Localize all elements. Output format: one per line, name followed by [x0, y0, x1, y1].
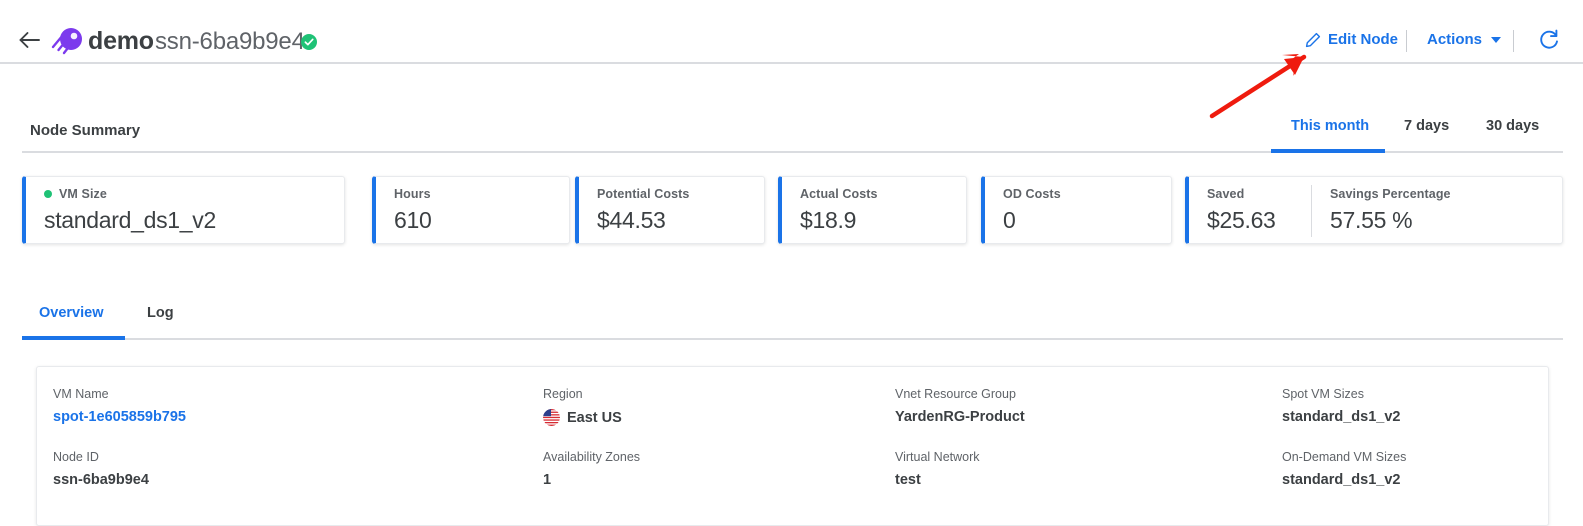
- metric-label: Potential Costs: [597, 187, 690, 201]
- edit-node-label: Edit Node: [1328, 31, 1398, 48]
- metric-block: Hours 610: [376, 177, 432, 234]
- detail-field-vm-name: VM Name spot-1e605859b795: [53, 387, 186, 425]
- page-header: demo ssn-6ba9b9e4 Edit Node Actions: [0, 0, 1583, 64]
- detail-value-vm-name-link[interactable]: spot-1e605859b795: [53, 409, 186, 425]
- actions-dropdown[interactable]: Actions: [1427, 31, 1502, 48]
- detail-label: Availability Zones: [543, 450, 641, 464]
- detail-field-virtual-network: Virtual Network test: [895, 450, 980, 488]
- overview-detail-panel: VM Name spot-1e605859b795 Region: [36, 366, 1549, 526]
- metric-label: Hours: [394, 187, 431, 201]
- detail-field-availability-zones: Availability Zones 1: [543, 450, 640, 488]
- detail-field-spot-vm-sizes: Spot VM Sizes standard_ds1_v2: [1282, 387, 1400, 425]
- status-dot-icon: [44, 190, 52, 198]
- card-inner-divider: [1311, 185, 1312, 237]
- region-label: East US: [567, 409, 622, 426]
- metric-label: Actual Costs: [800, 187, 878, 201]
- metric-value: $44.53: [597, 207, 666, 233]
- detail-field-region: Region: [543, 387, 622, 426]
- metric-block: VM Size standard_ds1_v2: [26, 177, 216, 234]
- back-arrow-icon[interactable]: [18, 29, 42, 51]
- metric-block: Actual Costs $18.9: [782, 177, 878, 234]
- metric-label-row: VM Size: [44, 187, 216, 201]
- detail-value: YardenRG-Product: [895, 409, 1025, 425]
- us-flag-icon: [543, 409, 560, 426]
- metric-value: 610: [394, 207, 432, 233]
- active-section-tab-underline: [22, 336, 125, 340]
- page-title: demo: [88, 27, 154, 55]
- summary-divider: [22, 151, 1563, 153]
- detail-field-on-demand-vm-sizes: On-Demand VM Sizes standard_ds1_v2: [1282, 450, 1406, 488]
- detail-label: Spot VM Sizes: [1282, 387, 1364, 401]
- metric-value: 57.55 %: [1330, 207, 1413, 233]
- metric-card-hours: Hours 610: [372, 176, 570, 244]
- metric-card-od-costs: OD Costs 0: [981, 176, 1172, 244]
- metric-value: $25.63: [1207, 207, 1276, 233]
- metric-card-actual-costs: Actual Costs $18.9: [778, 176, 967, 244]
- header-divider-2: [1513, 30, 1514, 52]
- detail-label: On-Demand VM Sizes: [1282, 450, 1407, 464]
- detail-value: 1: [543, 472, 552, 488]
- pencil-icon: [1305, 32, 1321, 48]
- metric-label: Savings Percentage: [1330, 187, 1451, 201]
- check-circle-icon: [301, 34, 317, 50]
- detail-value: standard_ds1_v2: [1282, 409, 1401, 425]
- detail-value: ssn-6ba9b9e4: [53, 472, 149, 488]
- detail-label: Virtual Network: [895, 450, 980, 464]
- node-id-subtitle: ssn-6ba9b9e4: [155, 28, 305, 55]
- detail-value-region: East US: [543, 409, 622, 426]
- tab-log[interactable]: Log: [147, 305, 174, 321]
- actions-label: Actions: [1427, 31, 1483, 48]
- metric-block: Potential Costs $44.53: [579, 177, 690, 234]
- detail-label: Region: [543, 387, 583, 401]
- tab-7-days[interactable]: 7 days: [1404, 118, 1450, 134]
- metric-card-vm-size: VM Size standard_ds1_v2: [22, 176, 345, 244]
- metric-card-potential-costs: Potential Costs $44.53: [575, 176, 765, 244]
- tab-overview[interactable]: Overview: [39, 305, 104, 321]
- metric-card-saved: Saved $25.63 Savings Percentage 57.55 %: [1185, 176, 1563, 244]
- active-range-tab-underline: [1271, 149, 1385, 153]
- tab-30-days[interactable]: 30 days: [1486, 118, 1540, 134]
- tab-this-month[interactable]: This month: [1291, 118, 1370, 134]
- chevron-down-icon: [1491, 36, 1502, 43]
- detail-label: Node ID: [53, 450, 99, 464]
- refresh-icon[interactable]: [1538, 28, 1560, 57]
- metric-block: OD Costs 0: [985, 177, 1061, 234]
- metric-label: Saved: [1207, 187, 1245, 201]
- metric-block: Saved $25.63: [1189, 177, 1311, 234]
- comet-logo-icon: [50, 25, 84, 57]
- metric-value: 0: [1003, 207, 1016, 233]
- detail-field-vnet-resource-group: Vnet Resource Group YardenRG-Product: [895, 387, 1025, 425]
- header-divider-1: [1406, 30, 1407, 52]
- detail-value: test: [895, 472, 921, 488]
- detail-label: VM Name: [53, 387, 109, 401]
- metric-value: $18.9: [800, 207, 857, 233]
- detail-field-node-id: Node ID ssn-6ba9b9e4: [53, 450, 149, 488]
- detail-value: standard_ds1_v2: [1282, 472, 1401, 488]
- metric-label: OD Costs: [1003, 187, 1061, 201]
- metric-block: Savings Percentage 57.55 %: [1312, 177, 1451, 234]
- node-summary-title: Node Summary: [30, 122, 141, 139]
- edit-node-button[interactable]: Edit Node: [1305, 31, 1398, 48]
- metric-value: standard_ds1_v2: [44, 207, 216, 233]
- metric-label: VM Size: [59, 187, 107, 201]
- section-tabs-divider: [22, 338, 1563, 340]
- detail-label: Vnet Resource Group: [895, 387, 1016, 401]
